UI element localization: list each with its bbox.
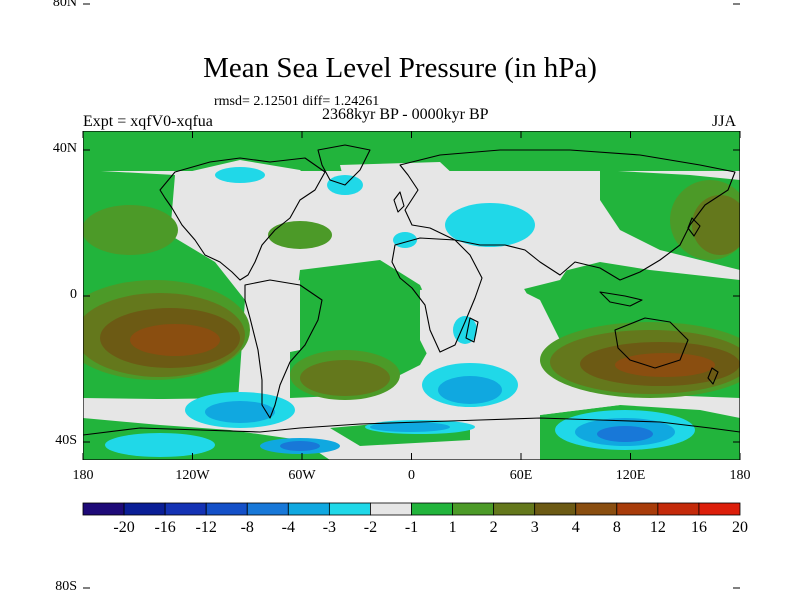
colorbar-swatch — [287, 502, 330, 516]
greenland-coast — [317, 144, 371, 186]
colorbar-swatch — [698, 502, 741, 516]
colorbar-swatch — [246, 502, 289, 516]
axis-ticks — [82, 3, 741, 589]
australia-coast — [614, 317, 689, 369]
lon-label: 60W — [288, 468, 316, 483]
colorbar-swatch — [575, 502, 618, 516]
colorbar-label: -2 — [363, 519, 378, 536]
colorbar-swatch — [328, 502, 371, 516]
colorbar-label: -3 — [322, 519, 337, 536]
colorbar-swatch — [534, 502, 577, 516]
colorbar-label: 1 — [448, 519, 457, 536]
africa-coast — [391, 237, 483, 353]
colorbar — [82, 502, 741, 516]
colorbar-swatch — [205, 502, 248, 516]
colorbar-label: -8 — [240, 519, 254, 536]
colorbar-label: -12 — [195, 519, 217, 536]
colorbar-swatch — [616, 502, 659, 516]
stats-text: rmsd= 2.12501 diff= 1.24261 — [214, 94, 380, 109]
lat-label: 0 — [70, 287, 77, 302]
colorbar-swatch — [82, 502, 125, 516]
contour-band-minus3 — [280, 426, 653, 451]
coastlines — [83, 144, 740, 436]
colorbar-swatch — [123, 502, 166, 516]
lat-label: 80N — [52, 0, 77, 10]
lon-label: 0 — [408, 468, 415, 483]
colorbar-label: 16 — [690, 519, 707, 536]
antarctica-coast — [83, 417, 740, 436]
colorbar-swatch — [411, 502, 453, 516]
lon-label: 60E — [509, 468, 533, 483]
colorbar-label: -4 — [281, 519, 295, 536]
colorbar-label: -16 — [154, 519, 176, 536]
lon-label: 120E — [615, 468, 646, 483]
lon-label: 120W — [175, 468, 210, 483]
south-america-coast — [244, 279, 323, 419]
period-text: 2368kyr BP - 0000kyr BP — [322, 106, 489, 123]
colorbar-label: -1 — [404, 519, 419, 536]
lon-label: 180 — [729, 468, 751, 483]
colorbar-label: 2 — [489, 519, 498, 536]
indonesia-coast — [599, 291, 643, 307]
britain-coast — [393, 191, 405, 213]
season-text: JJA — [712, 113, 737, 130]
colorbar-label: 20 — [732, 519, 748, 536]
chart-title: Mean Sea Level Pressure (in hPa) — [203, 52, 597, 84]
colorbar-label: 4 — [571, 519, 580, 536]
colorbar-swatch — [493, 502, 536, 516]
colorbar-label: -20 — [113, 519, 135, 536]
north-america-coast — [159, 157, 326, 281]
colorbar-swatch — [452, 502, 495, 516]
colorbar-swatch — [657, 502, 700, 516]
lat-label: 80S — [55, 579, 77, 594]
eurasia-coast — [399, 149, 736, 281]
colorbar-swatch — [164, 502, 207, 516]
new-zealand-coast — [707, 367, 719, 385]
lat-label: 40N — [52, 141, 77, 156]
experiment-text: Expt = xqfV0-xqfua — [83, 113, 213, 130]
lat-label: 40S — [55, 433, 77, 448]
lon-label: 180 — [72, 468, 94, 483]
japan-coast — [687, 217, 701, 237]
madagascar-coast — [465, 317, 479, 343]
colorbar-label: 12 — [649, 519, 666, 536]
colorbar-swatch — [370, 502, 412, 516]
colorbar-label: 3 — [530, 519, 539, 536]
colorbar-label: 8 — [612, 519, 621, 536]
